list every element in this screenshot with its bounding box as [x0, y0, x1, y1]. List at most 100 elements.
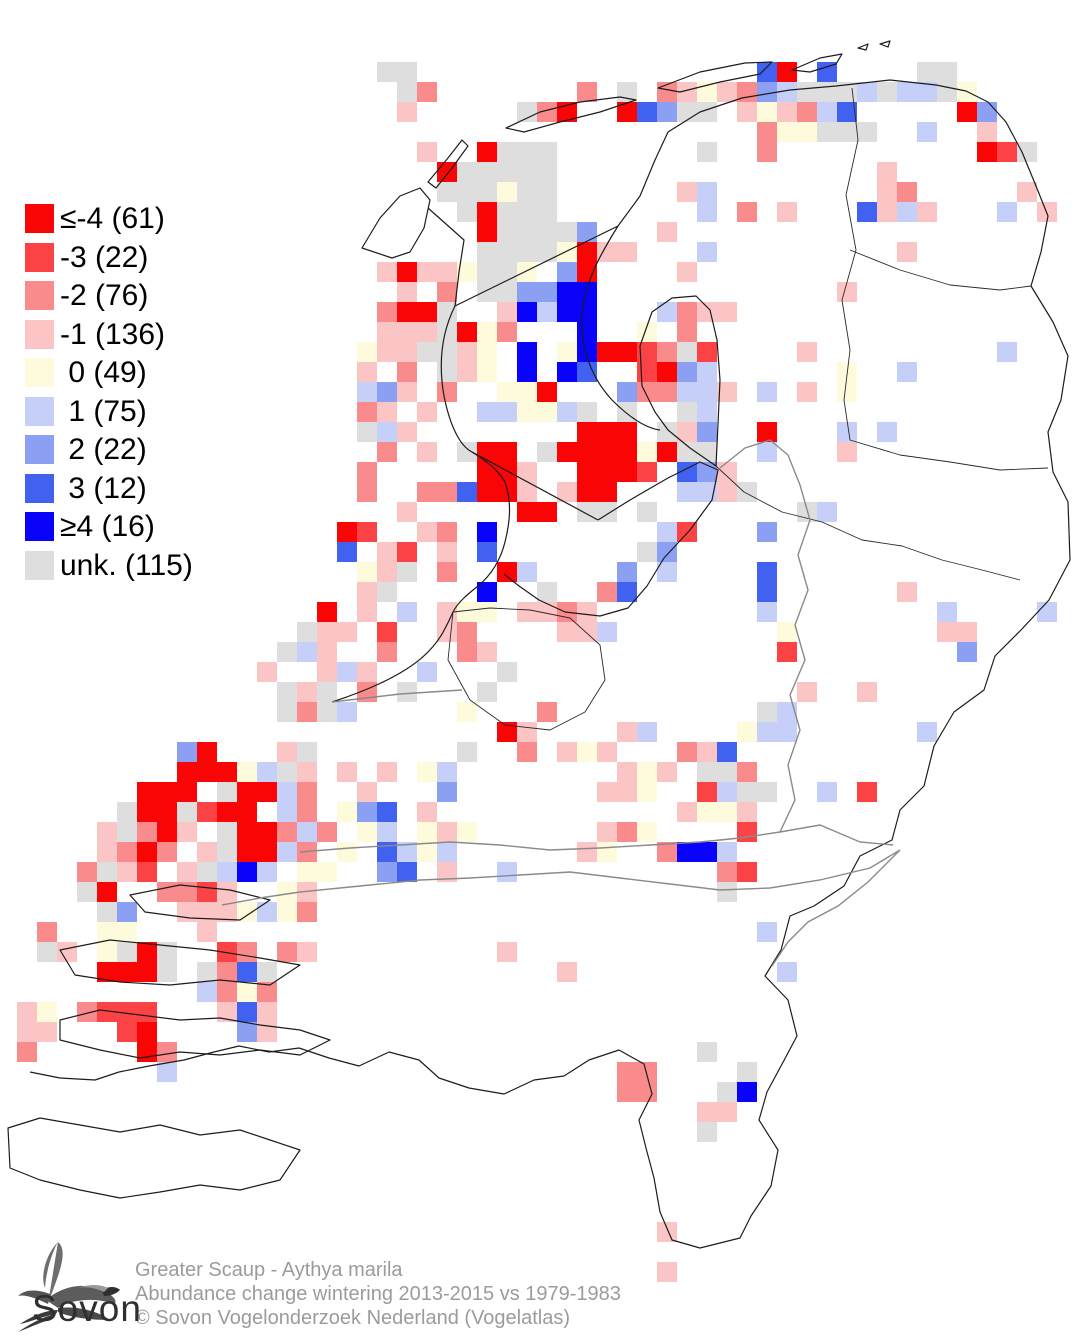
grid-cell [757, 702, 777, 722]
grid-cell [397, 342, 417, 362]
grid-cell [277, 842, 297, 862]
grid-cell [897, 202, 917, 222]
legend-item: 1 (75) [25, 396, 193, 426]
grid-cell [517, 262, 537, 282]
grid-cell [737, 102, 757, 122]
grid-cell [217, 902, 237, 922]
grid-cell [357, 662, 377, 682]
grid-cell [677, 482, 697, 502]
grid-cell [697, 102, 717, 122]
grid-cell [137, 802, 157, 822]
grid-cell [397, 82, 417, 102]
grid-cell [757, 562, 777, 582]
grid-cell [77, 1002, 97, 1022]
grid-cell [737, 1082, 757, 1102]
grid-cell [177, 882, 197, 902]
grid-cell [257, 982, 277, 1002]
grid-cell [377, 822, 397, 842]
grid-cell [377, 422, 397, 442]
grid-cell [777, 82, 797, 102]
grid-cell [337, 622, 357, 642]
grid-cell [357, 402, 377, 422]
grid-cell [157, 1042, 177, 1062]
grid-cell [477, 542, 497, 562]
grid-cell [137, 782, 157, 802]
grid-cell [377, 622, 397, 642]
grid-cell [377, 322, 397, 342]
grid-cell [497, 262, 517, 282]
grid-cell [137, 1042, 157, 1062]
grid-cell [817, 102, 837, 122]
grid-cell [737, 722, 757, 742]
grid-cell [317, 822, 337, 842]
grid-cell [697, 742, 717, 762]
grid-cell [757, 122, 777, 142]
grid-cell [377, 642, 397, 662]
grid-cell [277, 822, 297, 842]
grid-cell [457, 442, 477, 462]
grid-cell [97, 882, 117, 902]
grid-cell [37, 1002, 57, 1022]
grid-cell [397, 382, 417, 402]
legend: ≤-4 (61) -3 (22) -2 (76) -1 (136) 0 (49) 1 … [25, 204, 193, 589]
grid-cell [897, 82, 917, 102]
grid-cell [357, 422, 377, 442]
grid-cell [657, 102, 677, 122]
grid-cell [877, 162, 897, 182]
grid-cell [677, 382, 697, 402]
grid-cell [377, 342, 397, 362]
grid-cell [677, 802, 697, 822]
legend-swatch-B4 [25, 512, 54, 541]
grid-cell [697, 842, 717, 862]
grid-cell [917, 82, 937, 102]
legend-swatch-R3 [25, 242, 54, 272]
grid-cell [477, 522, 497, 542]
grid-cell [677, 462, 697, 482]
grid-cell [117, 842, 137, 862]
grid-cell [577, 482, 597, 502]
grid-cell [157, 842, 177, 862]
grid-cell [357, 582, 377, 602]
grid-cell [197, 982, 217, 1002]
grid-cell [437, 322, 457, 342]
grid-cell [897, 362, 917, 382]
copyright-line: © Sovon Vogelonderzoek Nederland (Vogela… [135, 1307, 571, 1329]
grid-cell [297, 862, 317, 882]
grid-cell [897, 582, 917, 602]
grid-cell [157, 942, 177, 962]
legend-item: ≥4 (16) [25, 512, 193, 542]
grid-cell [557, 302, 577, 322]
grid-cell [217, 762, 237, 782]
grid-cell [697, 242, 717, 262]
grid-cell [617, 782, 637, 802]
grid-cell [677, 82, 697, 102]
grid-cell [497, 662, 517, 682]
grid-cell [517, 282, 537, 302]
grid-cell [477, 162, 497, 182]
grid-cell [797, 382, 817, 402]
grid-cell [637, 342, 657, 362]
grid-cell [397, 502, 417, 522]
grid-cell [757, 102, 777, 122]
grid-cell [497, 202, 517, 222]
grid-cell [117, 962, 137, 982]
grid-cell [757, 922, 777, 942]
grid-cell [957, 102, 977, 122]
grid-cell [377, 802, 397, 822]
grid-cell [597, 582, 617, 602]
grid-cell [317, 862, 337, 882]
grid-cell [497, 222, 517, 242]
grid-cell [517, 742, 537, 762]
grid-cell [477, 282, 497, 302]
grid-cell [697, 1102, 717, 1122]
grid-cell [417, 482, 437, 502]
map-subtitle: Abundance change wintering 2013-2015 vs … [135, 1283, 621, 1305]
grid-cell [377, 442, 397, 462]
grid-cell [517, 182, 537, 202]
grid-cell [357, 482, 377, 502]
grid-cell [617, 102, 637, 122]
grid-cell [357, 382, 377, 402]
grid-cell [937, 82, 957, 102]
grid-cell [1017, 182, 1037, 202]
